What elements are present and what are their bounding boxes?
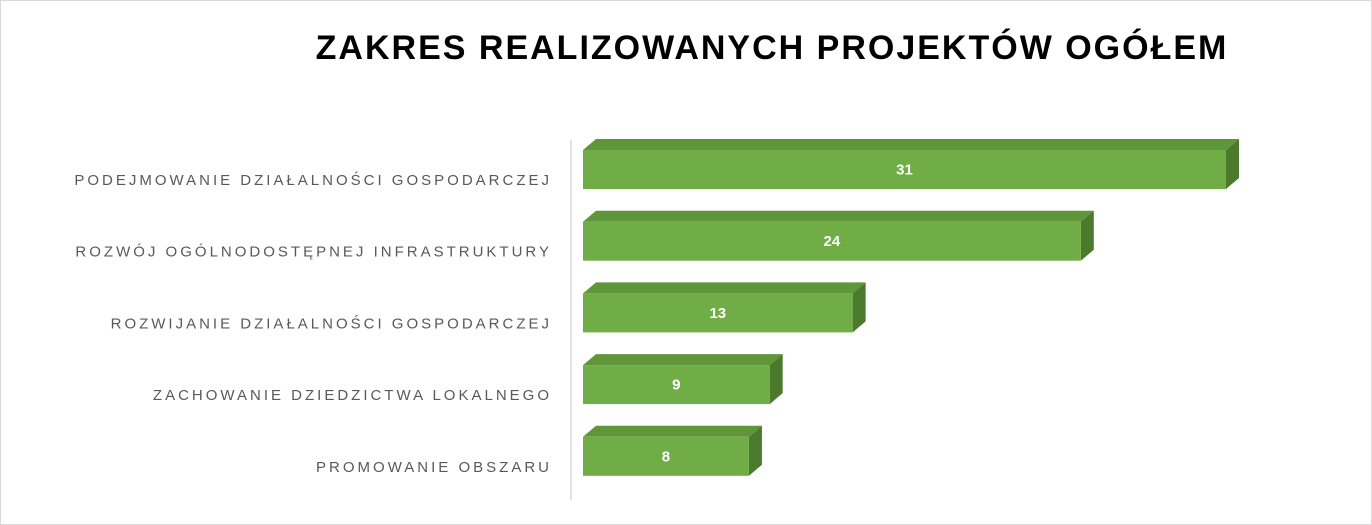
chart-title: ZAKRES REALIZOWANYCH PROJEKTÓW OGÓŁEM xyxy=(316,29,1229,67)
bar xyxy=(583,293,853,333)
value-label: 9 xyxy=(672,377,680,394)
bar-top xyxy=(583,425,762,437)
bar-top xyxy=(583,354,783,366)
bar xyxy=(583,436,749,476)
bar-top xyxy=(583,282,866,294)
bar-side xyxy=(1226,139,1239,189)
category-label: ROZWIJANIE DZIAŁALNOŚCI GOSPODARCZEJ xyxy=(111,314,552,332)
bar-side xyxy=(852,282,866,333)
category-label: PROMOWANIE OBSZARU xyxy=(316,459,552,476)
category-label: ROZWÓJ OGÓLNODOSTĘPNEJ INFRASTRUKTURY xyxy=(75,244,552,261)
category-label: PODEJMOWANIE DZIAŁALNOŚCI GOSPODARCZEJ xyxy=(74,171,552,189)
bar-top xyxy=(583,139,1239,150)
bar-side xyxy=(769,354,783,405)
bar xyxy=(583,150,1226,189)
bar-side xyxy=(1080,210,1094,261)
value-label: 8 xyxy=(662,448,670,465)
bar xyxy=(583,365,770,405)
bar-side xyxy=(748,425,762,476)
bar xyxy=(583,221,1081,261)
category-label: ZACHOWANIE DZIEDZICTWA LOKALNEGO xyxy=(153,387,552,404)
bar-top xyxy=(583,210,1094,222)
value-label: 13 xyxy=(709,305,726,322)
value-label: 24 xyxy=(824,233,841,250)
value-label: 31 xyxy=(896,161,913,178)
